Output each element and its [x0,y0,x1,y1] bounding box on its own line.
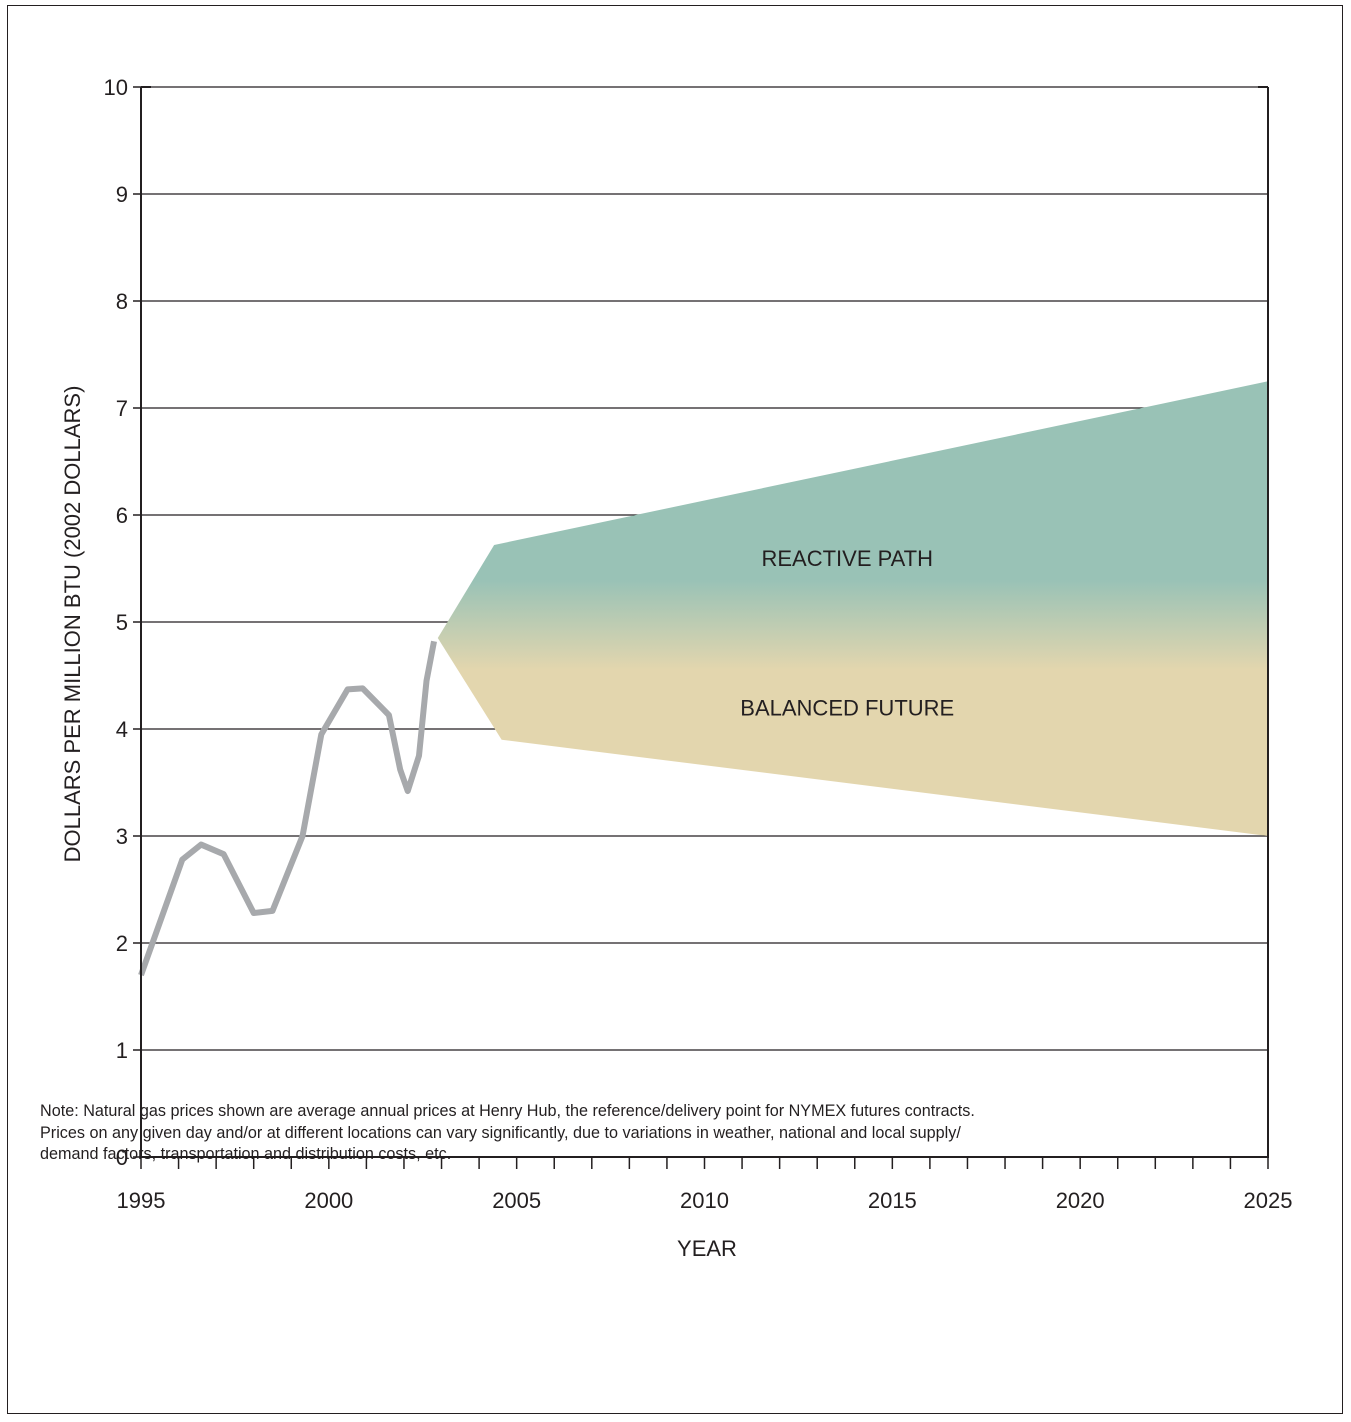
history-price-line [138,640,437,977]
x-tick-label: 2020 [1056,1188,1105,1213]
footnote-line: demand factors, transportation and distr… [40,1145,452,1163]
scenario-band-area [437,381,1268,836]
y-tick-label: 0 [116,1145,128,1170]
x-tick-label: 1995 [117,1188,166,1213]
band-label: REACTIVE PATH [761,546,933,571]
band-label: BALANCED FUTURE [740,696,954,721]
y-tick-label: 6 [116,503,128,528]
y-tick-label: 10 [104,75,128,100]
y-tick-label: 5 [116,610,128,635]
x-tick-label: 2005 [492,1188,541,1213]
band-labels: REACTIVE PATH BALANCED FUTURE [740,546,954,721]
y-tick-label: 1 [116,1038,128,1063]
x-tick-label: 2015 [868,1188,917,1213]
history-series [138,640,437,977]
y-axis-ticks: 0 1 2 3 4 5 6 7 8 9 10 [104,75,141,1170]
y-tick-label: 4 [116,717,128,742]
y-tick-label: 9 [116,182,128,207]
footnote: Note: Natural gas prices shown are avera… [40,1101,1320,1166]
x-axis-title: YEAR [677,1236,737,1261]
y-axis-title: DOLLARS PER MILLION BTU (2002 DOLLARS) [60,386,85,863]
x-tick-label: 2000 [304,1188,353,1213]
scenario-bands [437,381,1268,836]
x-tick-label: 2010 [680,1188,729,1213]
x-tick-label: 2025 [1244,1188,1293,1213]
y-tick-label: 8 [116,289,128,314]
footnote-line: Prices on any given day and/or at differ… [40,1123,961,1142]
y-tick-label: 7 [116,396,128,421]
x-axis-ticks: 1995 2000 2005 2010 2015 2020 2025 [117,1157,1293,1213]
y-tick-label: 2 [116,931,128,956]
footnote-line: Note: Natural gas prices shown are avera… [40,1102,975,1120]
figure-frame [7,5,1343,1414]
y-tick-label: 3 [116,824,128,849]
